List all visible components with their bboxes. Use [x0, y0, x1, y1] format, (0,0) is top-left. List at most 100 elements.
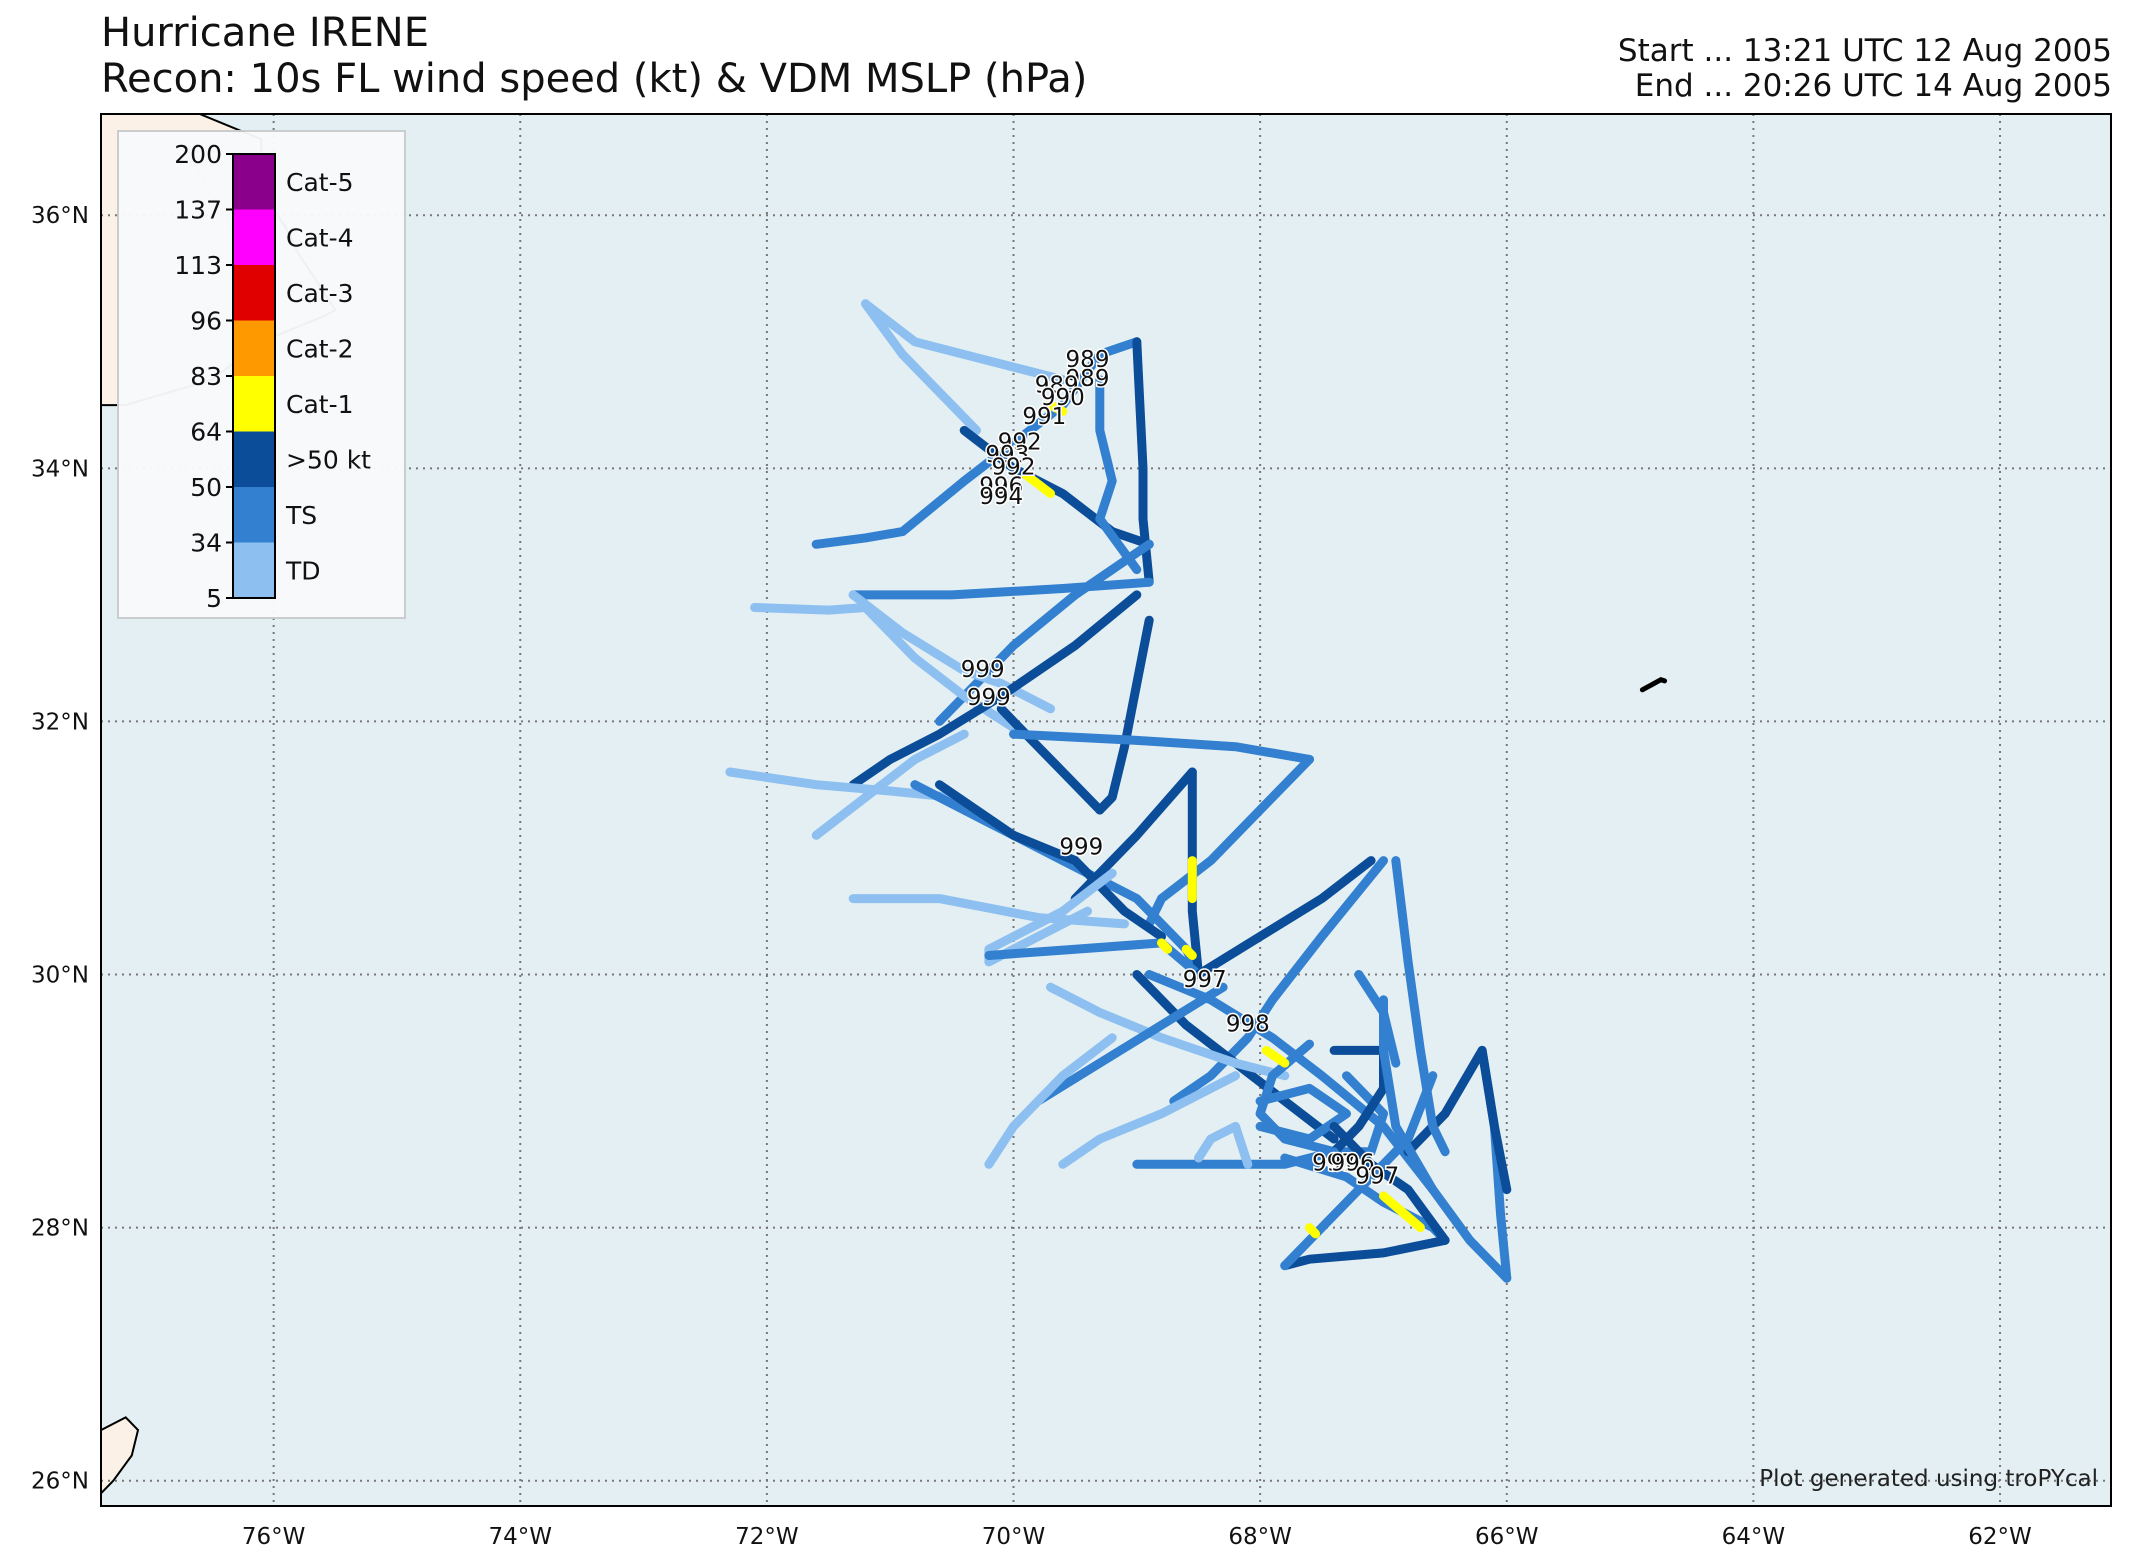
legend-swatch [233, 542, 275, 598]
mslp-label: 999 [961, 657, 1005, 683]
legend-swatch [233, 376, 275, 432]
flight-track-TS [1255, 1039, 1388, 1157]
flight-track-TD [861, 299, 1068, 385]
lat-tick-label: 36°N [31, 203, 89, 229]
legend-label: Cat-3 [286, 279, 354, 308]
flight-track-TD [811, 729, 969, 840]
flight-track-cat1 [1379, 1191, 1425, 1233]
flight-track-TD [861, 299, 981, 435]
mslp-label: 989 [1066, 347, 1110, 373]
flight-track-TS [848, 577, 1154, 600]
flight-track-gt50 [935, 780, 1166, 941]
legend-label: TD [285, 556, 321, 585]
flight-track-cat1 [1261, 1045, 1290, 1068]
mslp-label: 989 [1066, 366, 1110, 392]
lat-tick-label: 32°N [31, 709, 89, 735]
flight-track-TD [1058, 1071, 1240, 1169]
lon-tick-label: 72°W [735, 1524, 799, 1550]
legend-tick-label: 5 [206, 584, 222, 613]
flight-track-TS [1255, 1083, 1351, 1144]
flight-track-TD [1194, 1121, 1253, 1169]
lon-tick-label: 70°W [982, 1524, 1046, 1550]
flight-track-cat1 [1181, 944, 1197, 960]
mslp-label: 993 [985, 442, 1029, 468]
legend-swatch [233, 265, 275, 321]
flight-track-gt50 [996, 704, 1105, 815]
flight-track-TS [1391, 856, 1450, 1157]
flight-track-gt50 [1329, 1045, 1388, 1157]
map-frame [100, 113, 2112, 1507]
mslp-label: 997 [1183, 967, 1227, 993]
flight-track-TS [1169, 856, 1388, 1106]
flight-track-gt50 [1329, 1121, 1450, 1245]
legend-label: Cat-4 [286, 223, 354, 252]
legend-label: Cat-2 [286, 334, 354, 363]
end-time: End ... 20:26 UTC 14 Aug 2005 [1634, 68, 2112, 104]
legend-label: TS [285, 501, 317, 530]
lon-tick-label: 74°W [489, 1524, 553, 1550]
flight-track-cat1 [1157, 938, 1173, 954]
lat-tick-label: 34°N [31, 456, 89, 482]
title-product: Recon: 10s FL wind speed (kt) & VDM MSLP… [101, 56, 1088, 102]
mslp-label: 999 [967, 685, 1011, 711]
legend-tick-label: 96 [190, 307, 222, 336]
lon-tick-label: 76°W [242, 1524, 306, 1550]
flight-track-cat1 [1046, 400, 1068, 416]
start-time: Start ... 13:21 UTC 12 Aug 2005 [1617, 33, 2112, 69]
flight-track-TD [1046, 982, 1290, 1081]
legend-swatch [233, 320, 275, 376]
lat-tick-label: 26°N [31, 1469, 89, 1495]
flight-track-TS [811, 337, 1142, 549]
legend-tick-label: 50 [190, 473, 222, 502]
flight-track-gt50 [1070, 767, 1197, 904]
credit-text: Plot generated using troPYcal [1759, 1466, 2098, 1492]
flight-track-TS [1095, 375, 1142, 575]
flight-track-cat1 [1305, 1223, 1321, 1239]
legend-swatch [233, 487, 275, 543]
flight-track-gt50 [1095, 615, 1154, 815]
flight-track-TD [750, 603, 1018, 733]
title-storm-name: Hurricane IRENE [101, 10, 429, 56]
flight-track-TS [984, 938, 1203, 979]
flight-track-TS [1379, 995, 1512, 1283]
mslp-label: 997 [1312, 1151, 1356, 1177]
flight-track-TS [1009, 729, 1314, 764]
mslp-label: 997 [1355, 1163, 1399, 1189]
mslp-labels: 9899899899909919929939929969949999999999… [959, 346, 1401, 1191]
legend-tick-label: 34 [190, 529, 222, 558]
lon-tick-label: 66°W [1475, 1524, 1539, 1550]
legend-label: Cat-1 [286, 390, 354, 419]
mslp-label: 992 [998, 429, 1042, 455]
bahamas-island [101, 1416, 140, 1495]
recon-flight-tracks [725, 299, 1512, 1283]
legend-tick-label: 137 [174, 196, 222, 225]
legend-swatch [233, 209, 275, 265]
flight-track-gt50 [848, 590, 1142, 790]
lon-tick-label: 62°W [1968, 1524, 2032, 1550]
flight-track-TD [725, 767, 957, 802]
legend-swatch [233, 154, 275, 210]
flight-track-TD [848, 590, 1055, 714]
flight-track-gt50 [1194, 856, 1376, 979]
bermuda-island [1639, 676, 1668, 693]
legend-swatch [233, 431, 275, 487]
flight-track-TS [1280, 1071, 1438, 1271]
flight-track-gt50 [1280, 1235, 1450, 1271]
flight-track-TD [984, 1033, 1117, 1169]
flight-track-TD [848, 894, 1129, 929]
flight-track-gt50 [1403, 1045, 1487, 1157]
mslp-label: 999 [1059, 834, 1103, 860]
plot-title: Hurricane IRENE Recon: 10s FL wind speed… [101, 10, 1087, 102]
flight-track-gt50 [1477, 1045, 1512, 1195]
axis-tick-labels: 76°W 74°W 72°W 70°W 68°W 66°W 64°W 62°W 26°N 28°N… [31, 203, 2032, 1550]
lon-tick-label: 68°W [1228, 1524, 1292, 1550]
flight-track-cat1 [1021, 470, 1055, 499]
legend-label: Cat-5 [286, 168, 354, 197]
mslp-label: 989 [1035, 372, 1079, 398]
lat-tick-label: 30°N [31, 963, 89, 989]
mslp-label: 996 [1331, 1151, 1375, 1177]
legend-tick-label: 64 [190, 418, 222, 447]
mslp-label: 994 [979, 484, 1023, 510]
legend-tick-label: 113 [174, 251, 222, 280]
